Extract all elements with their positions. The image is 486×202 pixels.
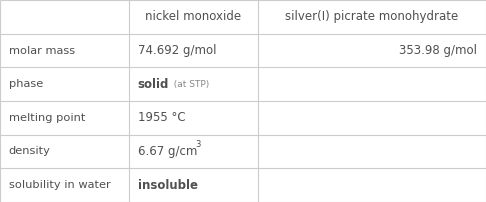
Text: silver(I) picrate monohydrate: silver(I) picrate monohydrate (285, 10, 458, 23)
Text: phase: phase (9, 79, 43, 89)
Text: 74.692 g/mol: 74.692 g/mol (138, 44, 216, 57)
Text: (at STP): (at STP) (168, 80, 209, 89)
Text: 1955 °C: 1955 °C (138, 111, 185, 124)
Text: molar mass: molar mass (9, 45, 75, 56)
Text: 353.98 g/mol: 353.98 g/mol (399, 44, 477, 57)
Text: 3: 3 (195, 140, 200, 149)
Text: nickel monoxide: nickel monoxide (145, 10, 241, 23)
Text: melting point: melting point (9, 113, 85, 123)
Text: density: density (9, 146, 51, 157)
Text: solubility in water: solubility in water (9, 180, 110, 190)
Text: solid: solid (138, 78, 169, 91)
Text: 6.67 g/cm: 6.67 g/cm (138, 145, 197, 158)
Text: insoluble: insoluble (138, 179, 197, 192)
